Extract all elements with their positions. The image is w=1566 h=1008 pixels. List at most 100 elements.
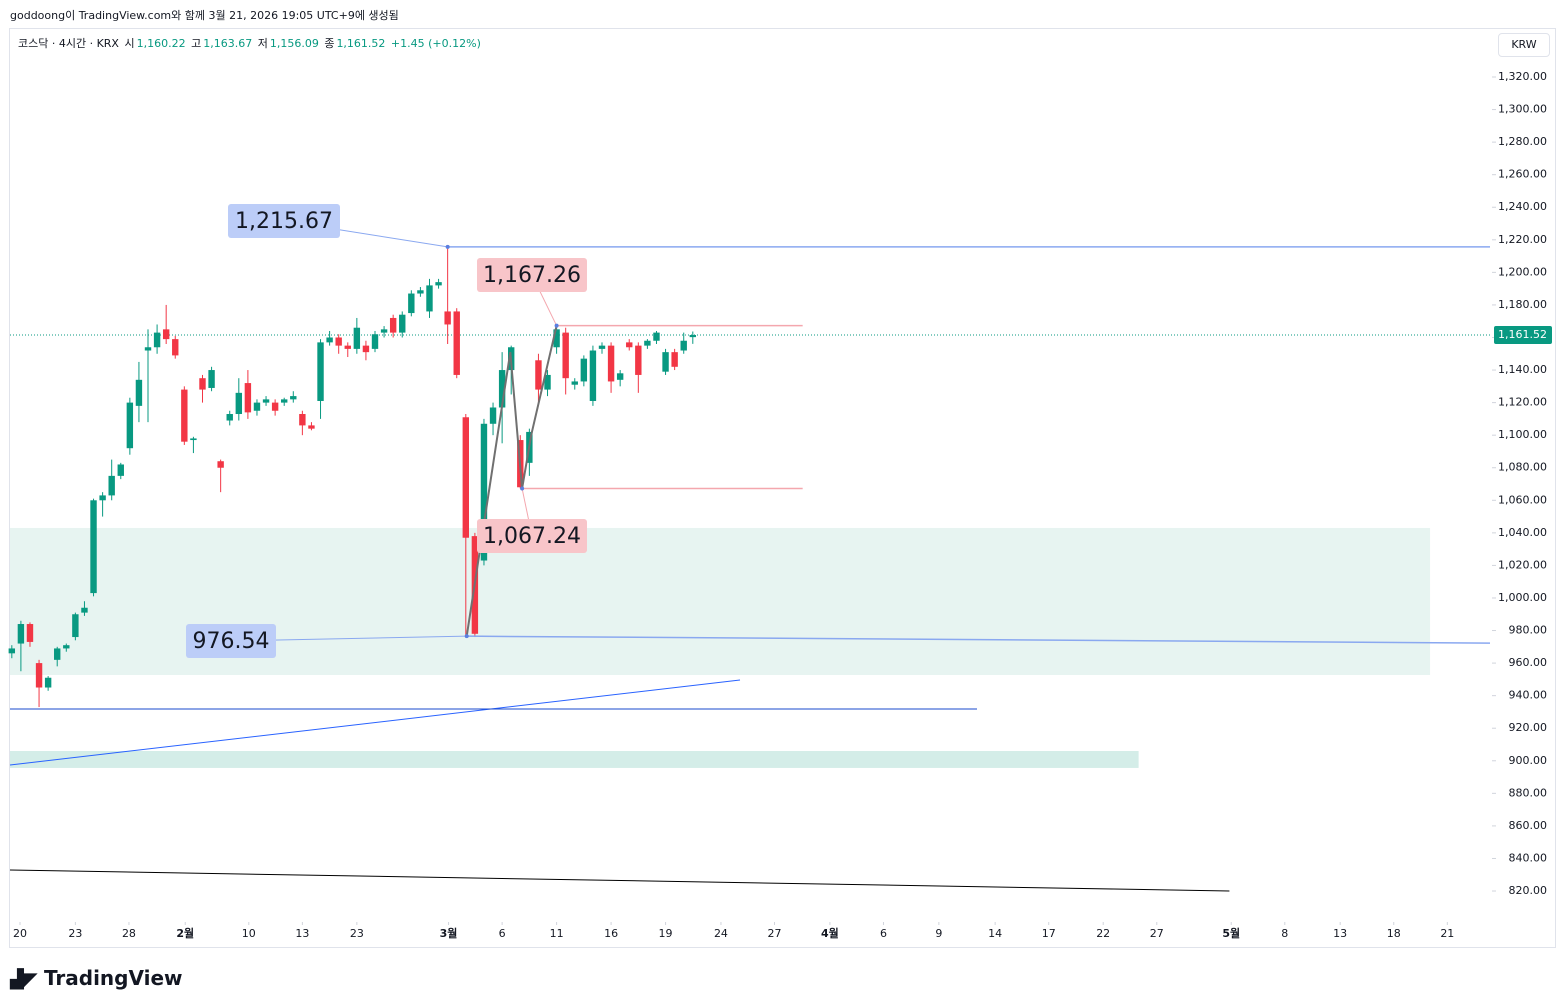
x-tick-label: 3월 <box>440 926 458 940</box>
candle-body <box>81 607 88 613</box>
x-tick-label: 18 <box>1387 927 1401 940</box>
x-tick-label: 17 <box>1042 927 1056 940</box>
candle-body <box>226 414 233 421</box>
candle-body <box>498 370 506 408</box>
x-tick-label: 27 <box>768 927 782 940</box>
candle-body <box>54 648 61 660</box>
candle-body <box>553 329 560 348</box>
callout-label: 976.54 <box>193 629 270 654</box>
callout-box <box>228 204 340 238</box>
x-tick-label: 27 <box>1150 927 1164 940</box>
candle-body <box>616 373 624 380</box>
trend-line <box>9 869 1230 892</box>
candle-body <box>344 345 351 349</box>
candle-body <box>480 423 488 561</box>
level-point <box>464 634 469 639</box>
x-tick-label: 2월 <box>176 926 194 940</box>
candle-body <box>653 332 660 341</box>
candle-body <box>290 396 297 400</box>
last-price-box <box>1494 326 1552 345</box>
candle-body <box>435 282 442 286</box>
candle-body <box>689 335 696 338</box>
level-point <box>445 244 450 249</box>
candle-body <box>299 414 306 426</box>
x-tick-label: 4월 <box>821 926 839 940</box>
close-label: 종 <box>324 37 335 50</box>
x-tick-label: 16 <box>604 927 618 940</box>
x-tick-label: 13 <box>1333 927 1347 940</box>
candle-body <box>162 329 170 340</box>
currency-button[interactable]: KRW <box>1498 33 1550 57</box>
candle-body <box>535 360 542 390</box>
candle-body <box>489 407 497 424</box>
candle-body <box>72 614 79 638</box>
open-value: 1,160.22 <box>136 37 186 50</box>
candle-body <box>99 495 106 501</box>
candle-body <box>380 329 388 333</box>
candle-body <box>571 381 578 385</box>
x-tick-label: 6 <box>499 927 506 940</box>
level-point <box>520 486 525 491</box>
candle-body <box>626 342 633 348</box>
candle-body <box>262 399 270 403</box>
x-tick-label: 23 <box>68 927 82 940</box>
candle-body <box>181 389 188 442</box>
callout-label: 1,067.24 <box>483 524 581 549</box>
y-tick-label: 860.00 <box>1509 819 1548 832</box>
high-label: 고 <box>191 37 202 50</box>
y-tick-label: 1,080.00 <box>1498 461 1547 474</box>
y-tick-label: 840.00 <box>1509 851 1548 864</box>
candle-body <box>208 370 215 388</box>
candle-body <box>199 378 206 390</box>
candle-body <box>90 500 97 594</box>
y-tick-label: 1,180.00 <box>1498 298 1547 311</box>
candle-body <box>462 417 470 538</box>
x-tick-label: 28 <box>122 927 136 940</box>
candle-body <box>308 425 315 429</box>
y-tick-label: 1,060.00 <box>1498 493 1547 506</box>
candle-body <box>26 624 34 642</box>
candle-body <box>117 464 124 476</box>
y-tick-label: 880.00 <box>1509 786 1548 799</box>
y-tick-label: 920.00 <box>1509 721 1548 734</box>
candle-body <box>326 337 333 343</box>
candle-body <box>607 345 615 382</box>
candle-body <box>362 345 370 353</box>
caption: goddoong이 TradingView.com와 함께 3월 21, 202… <box>10 9 399 22</box>
candle-body <box>335 337 342 346</box>
y-tick-label: 1,020.00 <box>1498 558 1547 571</box>
candle-body <box>417 290 424 294</box>
y-tick-label: 1,240.00 <box>1498 200 1547 213</box>
candle-body <box>217 461 224 468</box>
candle-body <box>253 402 261 411</box>
candle-body <box>244 383 252 413</box>
candle-body <box>281 399 288 403</box>
symbol: 코스닥 · 4시간 · KRX <box>18 37 119 50</box>
y-tick-label: 1,200.00 <box>1498 265 1547 278</box>
y-tick-label: 1,120.00 <box>1498 396 1547 409</box>
candle-body <box>190 438 197 441</box>
candle-body <box>371 334 379 349</box>
chart-frame <box>9 28 1556 948</box>
x-tick-label: 21 <box>1440 927 1454 940</box>
y-tick-label: 900.00 <box>1509 754 1548 767</box>
candle-body <box>635 345 642 375</box>
y-tick-label: 1,100.00 <box>1498 428 1547 441</box>
y-tick-label: 820.00 <box>1509 884 1548 897</box>
x-tick-label: 23 <box>350 927 364 940</box>
candle-body <box>399 314 406 333</box>
candle-body <box>153 332 161 348</box>
y-tick-label: 980.00 <box>1509 624 1548 637</box>
candle-body <box>562 332 569 379</box>
candle-body <box>662 352 669 372</box>
callout-label: 1,215.67 <box>235 209 333 234</box>
candle-body <box>680 340 687 351</box>
candle-body <box>17 624 25 644</box>
x-tick-label: 24 <box>714 927 728 940</box>
callout-box <box>186 624 276 658</box>
candle-body <box>671 352 678 367</box>
candle-body <box>108 475 115 496</box>
candle-body <box>63 645 70 649</box>
callout-label: 1,167.26 <box>483 263 581 288</box>
trend-line <box>9 679 741 766</box>
